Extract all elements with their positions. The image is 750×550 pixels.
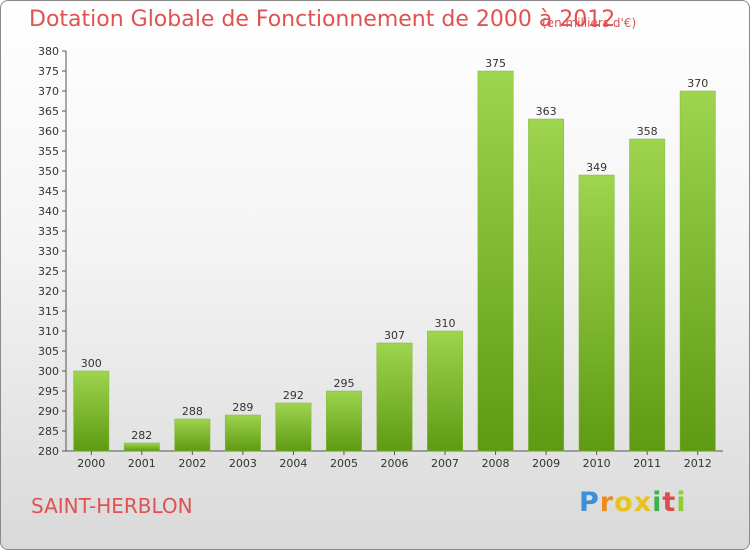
bar-2007 [427, 330, 463, 452]
data-label-2002: 288 [182, 405, 203, 418]
y-tick-label: 340 [38, 205, 59, 218]
data-label-2003: 289 [232, 401, 253, 414]
data-label-2007: 310 [435, 317, 456, 330]
x-tick-label: 2001 [128, 457, 156, 470]
bar-2011 [629, 138, 666, 452]
y-tick-label: 330 [38, 245, 59, 258]
y-tick-label: 355 [38, 145, 59, 158]
y-tick-label: 365 [38, 105, 59, 118]
y-tick-label: 375 [38, 65, 59, 78]
y-tick-label: 345 [38, 185, 59, 198]
data-label-2009: 363 [536, 105, 557, 118]
y-tick-label: 280 [38, 445, 59, 458]
bar-2001 [123, 442, 160, 452]
bars [73, 70, 716, 452]
bar-2004 [275, 402, 312, 452]
bar-2000 [73, 370, 110, 452]
chart-title: Dotation Globale de Fonctionnement de 20… [29, 7, 616, 32]
y-tick-label: 310 [38, 325, 59, 338]
x-tick-label: 2002 [178, 457, 206, 470]
data-labels: 300 282 288 289 292 295 307 310 375 363 349 358 370 [81, 57, 708, 442]
bar-2012 [679, 90, 716, 452]
logo-letter: x [633, 487, 653, 518]
data-label-2001: 282 [131, 429, 152, 442]
y-tick-label: 325 [38, 265, 59, 278]
x-tick-label: 2000 [77, 457, 105, 470]
x-tick-label: 2003 [229, 457, 257, 470]
x-tick-label: 2006 [381, 457, 409, 470]
bar-2009 [528, 118, 565, 452]
y-tick-label: 335 [38, 225, 59, 238]
data-label-2011: 358 [637, 125, 658, 138]
chart-subtitle: (en milliers d'€) [542, 16, 637, 30]
bar-2005 [326, 390, 362, 452]
x-tick-label: 2009 [532, 457, 560, 470]
bar-2003 [224, 414, 261, 452]
y-tick-label: 350 [38, 165, 59, 178]
data-label-2006: 307 [384, 329, 405, 342]
y-tick-label: 360 [38, 125, 59, 138]
data-label-2005: 295 [333, 377, 354, 390]
bar-2002 [174, 418, 211, 452]
data-label-2000: 300 [81, 357, 102, 370]
logo-letter: r [599, 487, 615, 518]
y-tick-label: 305 [38, 345, 59, 358]
x-tick-label: 2012 [684, 457, 712, 470]
y-tick-label: 295 [38, 385, 59, 398]
data-label-2004: 292 [283, 389, 304, 402]
logo-letter: t [662, 487, 677, 518]
x-tick-label: 2010 [583, 457, 611, 470]
x-tick-label: 2004 [279, 457, 307, 470]
bar-2006 [376, 342, 413, 452]
logo-letter: o [614, 487, 634, 518]
y-tick-label: 285 [38, 425, 59, 438]
x-axis: 2000 2001 2002 2003 2004 2005 2006 2007 2008 2009… [66, 450, 723, 470]
y-tick-label: 320 [38, 285, 59, 298]
x-tick-label: 2011 [633, 457, 661, 470]
logo-letter: i [652, 487, 663, 518]
x-tick-label: 2005 [330, 457, 358, 470]
commune-name: SAINT-HERBLON [31, 494, 193, 518]
bar-2010 [578, 174, 615, 452]
data-label-2010: 349 [586, 161, 607, 174]
y-tick-label: 380 [38, 45, 59, 58]
logo-letter: i [676, 487, 687, 518]
y-tick-label: 300 [38, 365, 59, 378]
y-tick-label: 370 [38, 85, 59, 98]
data-label-2012: 370 [687, 77, 708, 90]
y-tick-label: 315 [38, 305, 59, 318]
x-tick-label: 2007 [431, 457, 459, 470]
x-tick-label: 2008 [482, 457, 510, 470]
proxiti-logo: Proxiti [579, 487, 687, 518]
y-tick-label: 290 [38, 405, 59, 418]
data-label-2008: 375 [485, 57, 506, 70]
y-axis: 280 285 290 295 300 305 310 315 320 325 330 335 340 3… [38, 45, 67, 458]
bar-2008 [477, 70, 514, 452]
logo-letter: P [579, 487, 600, 518]
